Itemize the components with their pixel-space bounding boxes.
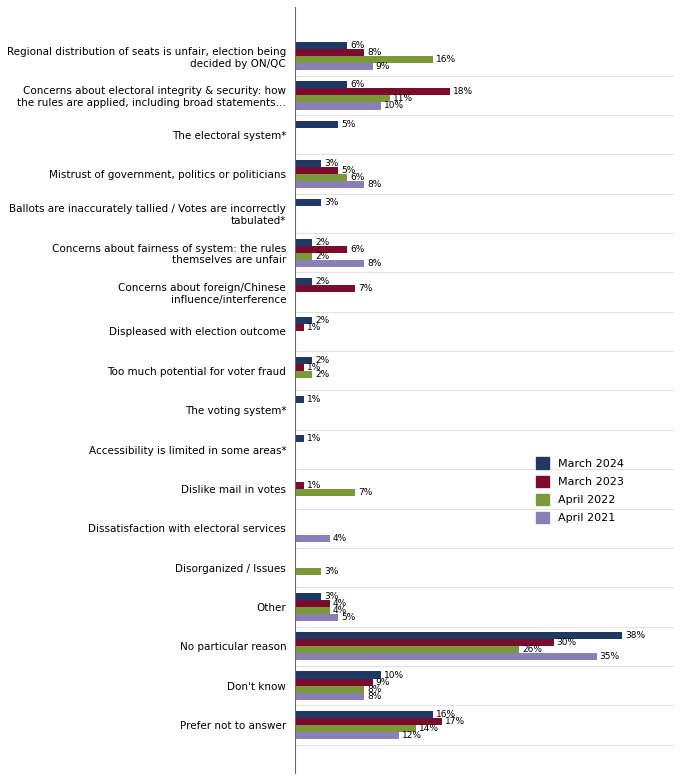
Bar [296, 253, 313, 260]
Bar [296, 238, 313, 246]
Text: 10%: 10% [384, 671, 405, 679]
Bar [296, 711, 433, 718]
Text: 9%: 9% [376, 678, 390, 686]
Bar [296, 160, 321, 167]
Bar [296, 95, 390, 102]
Bar [296, 482, 304, 489]
Bar [296, 49, 364, 56]
Bar [296, 672, 381, 679]
Text: 10%: 10% [384, 102, 405, 110]
Text: 26%: 26% [522, 645, 542, 654]
Text: 2%: 2% [315, 316, 330, 326]
Text: 8%: 8% [367, 48, 381, 57]
Text: 5%: 5% [341, 613, 355, 622]
Text: 4%: 4% [333, 606, 347, 615]
Text: 1%: 1% [307, 395, 321, 404]
Bar [296, 357, 313, 364]
Text: 3%: 3% [324, 567, 338, 576]
Text: 16%: 16% [436, 710, 456, 719]
Bar [296, 732, 398, 739]
Text: 2%: 2% [315, 251, 330, 261]
Bar [296, 686, 364, 693]
Text: 2%: 2% [315, 370, 330, 379]
Text: 1%: 1% [307, 323, 321, 333]
Text: 9%: 9% [376, 62, 390, 71]
Bar [296, 396, 304, 403]
Bar [296, 607, 330, 614]
Bar [296, 324, 304, 331]
Text: 6%: 6% [350, 244, 364, 254]
Text: 4%: 4% [333, 534, 347, 544]
Bar [296, 371, 313, 378]
Text: 6%: 6% [350, 41, 364, 50]
Text: 2%: 2% [315, 237, 330, 247]
Text: 11%: 11% [393, 95, 413, 103]
Text: 8%: 8% [367, 685, 381, 694]
Text: 3%: 3% [324, 592, 338, 601]
Bar [296, 120, 338, 127]
Text: 7%: 7% [358, 488, 373, 497]
Legend: March 2024, March 2023, April 2022, April 2021: March 2024, March 2023, April 2022, Apri… [536, 458, 624, 523]
Text: 1%: 1% [307, 434, 321, 444]
Text: 1%: 1% [307, 481, 321, 490]
Bar [296, 489, 355, 496]
Bar [296, 679, 373, 686]
Text: 8%: 8% [367, 692, 381, 701]
Text: 8%: 8% [367, 259, 381, 268]
Bar [296, 600, 330, 607]
Bar [296, 167, 338, 174]
Bar [296, 435, 304, 443]
Text: 30%: 30% [556, 638, 577, 647]
Text: 3%: 3% [324, 198, 338, 207]
Text: 35%: 35% [599, 652, 620, 662]
Bar [296, 81, 347, 88]
Text: 6%: 6% [350, 80, 364, 89]
Bar [296, 88, 450, 95]
Text: 6%: 6% [350, 173, 364, 182]
Bar [296, 364, 304, 371]
Text: 1%: 1% [307, 363, 321, 372]
Bar [296, 278, 313, 285]
Text: 12%: 12% [402, 731, 422, 740]
Text: 4%: 4% [333, 599, 347, 608]
Text: 14%: 14% [419, 724, 439, 733]
Text: 5%: 5% [341, 119, 355, 129]
Text: 3%: 3% [324, 159, 338, 168]
Bar [296, 693, 364, 700]
Bar [296, 317, 313, 324]
Bar [296, 199, 321, 206]
Bar [296, 718, 441, 725]
Bar [296, 593, 321, 600]
Text: 8%: 8% [367, 180, 381, 189]
Bar [296, 260, 364, 267]
Bar [296, 654, 597, 661]
Bar [296, 639, 554, 647]
Bar [296, 102, 381, 109]
Bar [296, 63, 373, 70]
Bar [296, 535, 330, 543]
Text: 5%: 5% [341, 166, 355, 175]
Bar [296, 647, 519, 654]
Bar [296, 246, 347, 253]
Text: 7%: 7% [358, 284, 373, 293]
Bar [296, 568, 321, 575]
Text: 17%: 17% [445, 717, 464, 726]
Bar [296, 632, 622, 639]
Bar [296, 174, 347, 181]
Text: 18%: 18% [454, 87, 473, 96]
Text: 2%: 2% [315, 355, 330, 365]
Bar [296, 42, 347, 49]
Bar [296, 181, 364, 188]
Text: 38%: 38% [625, 631, 646, 640]
Bar [296, 56, 433, 63]
Bar [296, 285, 355, 292]
Bar [296, 614, 338, 621]
Bar [296, 725, 416, 732]
Text: 16%: 16% [436, 55, 456, 64]
Text: 2%: 2% [315, 277, 330, 286]
